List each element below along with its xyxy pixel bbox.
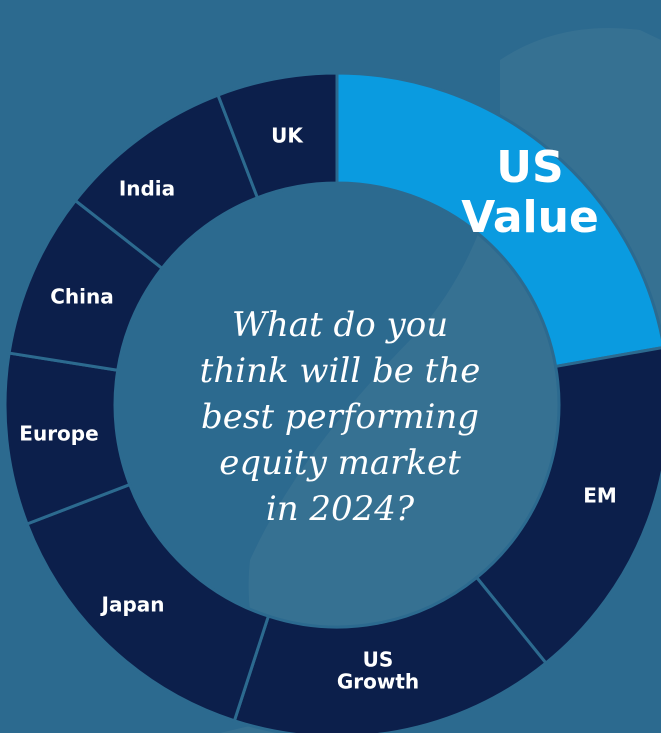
question-line: think will be the bbox=[200, 351, 481, 391]
segment bbox=[216, 71, 339, 200]
question: What do you think will be the best perform… bbox=[200, 305, 481, 529]
segment-label: Europe bbox=[19, 422, 98, 446]
segment-label: UK bbox=[271, 124, 304, 148]
segment-label: Growth bbox=[337, 670, 419, 694]
segment-label: China bbox=[50, 285, 114, 309]
segment-label: US bbox=[363, 648, 394, 672]
donut bbox=[3, 71, 661, 733]
question-line: best performing bbox=[201, 397, 479, 437]
segment bbox=[335, 71, 661, 369]
question-line: in 2024? bbox=[266, 489, 415, 529]
segment-label: EM bbox=[583, 484, 617, 508]
segment-label: India bbox=[119, 177, 175, 201]
segment-label: Value bbox=[461, 192, 599, 243]
segment-label: US bbox=[496, 142, 563, 193]
question-line: What do you bbox=[232, 305, 448, 345]
question-line: equity market bbox=[219, 443, 461, 483]
segment-label: Japan bbox=[100, 593, 165, 617]
